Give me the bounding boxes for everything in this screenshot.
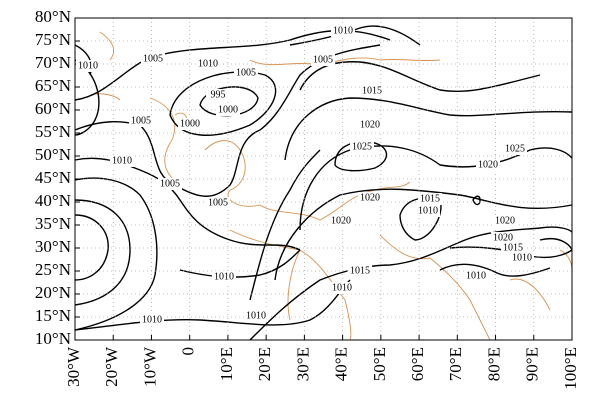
contour-label-bg [350,141,374,153]
contour-label: 1015 [350,265,370,276]
contour-label: 1010 [332,282,352,293]
contour-label-bg [212,271,236,283]
contour-label: 1010 [214,271,234,282]
contour-label: 1010 [333,25,353,36]
contour-label-bg [206,89,230,101]
contour-label: 1020 [493,232,513,243]
y-tick-label: 15°N [35,306,71,325]
contour-label-bg [141,53,165,65]
contour-label-bg [330,282,354,294]
contour-lines [74,25,573,341]
y-tick-label: 65°N [35,76,71,95]
x-tick-label: 10°W [140,346,159,387]
contour-label: 1010 [466,270,486,281]
x-tick-label: 80°E [484,347,503,381]
x-tick-label: 40°E [332,347,351,381]
contour-label-bg [331,25,355,37]
y-tick-label: 40°N [35,191,71,210]
y-tick-label: 45°N [35,168,71,187]
contour-label-bg [491,232,515,244]
x-tick-label: 100°E [561,347,580,390]
contour-label: 1020 [331,215,351,226]
contour-label-bg [206,197,230,209]
contour-label: 1005 [143,53,163,64]
contour-label: 1005 [236,67,256,78]
y-tick-label: 35°N [35,214,71,233]
contour-label-bg [311,54,335,66]
contour-label-bg [196,58,220,70]
x-tick-label: 70°E [446,347,465,381]
contour-label-bg [129,115,153,127]
contour-label-bg [493,215,517,227]
y-tick-label: 60°N [35,99,71,118]
contour-label: 995 [211,89,226,100]
contour-label-bg [476,159,500,171]
x-tick-label: 20°E [255,347,274,381]
contour-label: 1010 [78,60,98,71]
contour-label-bg [510,252,534,264]
contour-label-bg [234,67,258,79]
y-tick-label: 20°N [35,283,71,302]
y-tick-label: 30°N [35,237,71,256]
contour-label: 1005 [208,197,228,208]
contour-label: 1025 [505,143,525,154]
y-tick-label: 25°N [35,260,71,279]
contour-label: 1010 [198,58,218,69]
contour-label-bg [329,215,353,227]
contour-label: 1005 [313,54,333,65]
contour-label: 1015 [362,85,382,96]
contour-label: 1020 [360,119,380,130]
contour-label: 1015 [420,193,440,204]
contour-label: 1020 [478,159,498,170]
contour-label-bg [348,265,372,277]
contour-label: 1010 [112,155,132,166]
contour-label: 1010 [512,252,532,263]
contour-label: 1000 [218,104,238,115]
contour-label-bg [178,118,202,130]
contour-label: 1025 [352,141,372,152]
contour-label: 1020 [360,192,380,203]
contour-label: 1000 [180,118,200,129]
coastlines [89,31,573,341]
contour-label-bg [358,119,382,131]
contour-label: 1010 [142,314,162,325]
contour-label-bg [501,242,525,254]
contour-label-bg [464,270,488,282]
contour-label-bg [158,178,182,190]
x-tick-label: 20°W [102,346,121,387]
contour-label: 1010 [246,310,266,321]
contour-label: 1020 [495,215,515,226]
x-tick-label: 90°E [523,347,542,381]
y-tick-label: 10°N [35,329,71,348]
contour-label-bg [416,205,440,217]
y-tick-label: 75°N [35,30,71,49]
contour-label-bg [418,193,442,205]
y-tick-label: 55°N [35,122,71,141]
contour-label: 1005 [160,178,180,189]
x-tick-label: 30°W [64,346,83,387]
x-tick-label: 30°E [293,347,312,381]
contour-label: 1005 [131,115,151,126]
y-tick-label: 70°N [35,53,71,72]
contour-label-bg [244,310,268,322]
contour-label-bg [358,192,382,204]
contour-label-bg [216,104,240,116]
y-tick-label: 80°N [35,7,71,26]
y-tick-label: 50°N [35,145,71,164]
contour-label-bg [360,85,384,97]
contour-label: 1015 [503,242,523,253]
map-frame [74,17,573,341]
contour-label-bg [503,143,527,155]
x-tick-label: 10°E [217,347,236,381]
x-tick-label: 0 [179,347,198,356]
contour-label-bg [110,155,134,167]
contour-label: 1010 [418,205,438,216]
contour-label-bg [140,314,164,326]
contour-label-bg [76,60,100,72]
x-tick-label: 60°E [408,347,427,381]
x-tick-label: 50°E [370,347,389,381]
